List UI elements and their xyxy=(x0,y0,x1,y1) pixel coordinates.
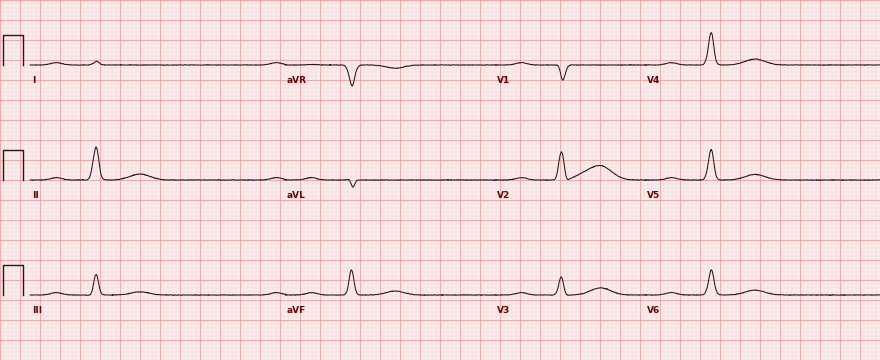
Text: V6: V6 xyxy=(647,306,660,315)
Text: V5: V5 xyxy=(647,191,660,200)
Text: V4: V4 xyxy=(647,76,660,85)
Text: V2: V2 xyxy=(497,191,510,200)
Text: aVF: aVF xyxy=(287,306,306,315)
Text: V3: V3 xyxy=(497,306,510,315)
Text: V1: V1 xyxy=(497,76,510,85)
Text: I: I xyxy=(32,76,35,85)
Text: II: II xyxy=(32,191,39,200)
Text: III: III xyxy=(32,306,42,315)
Text: aVR: aVR xyxy=(287,76,307,85)
Text: aVL: aVL xyxy=(287,191,306,200)
